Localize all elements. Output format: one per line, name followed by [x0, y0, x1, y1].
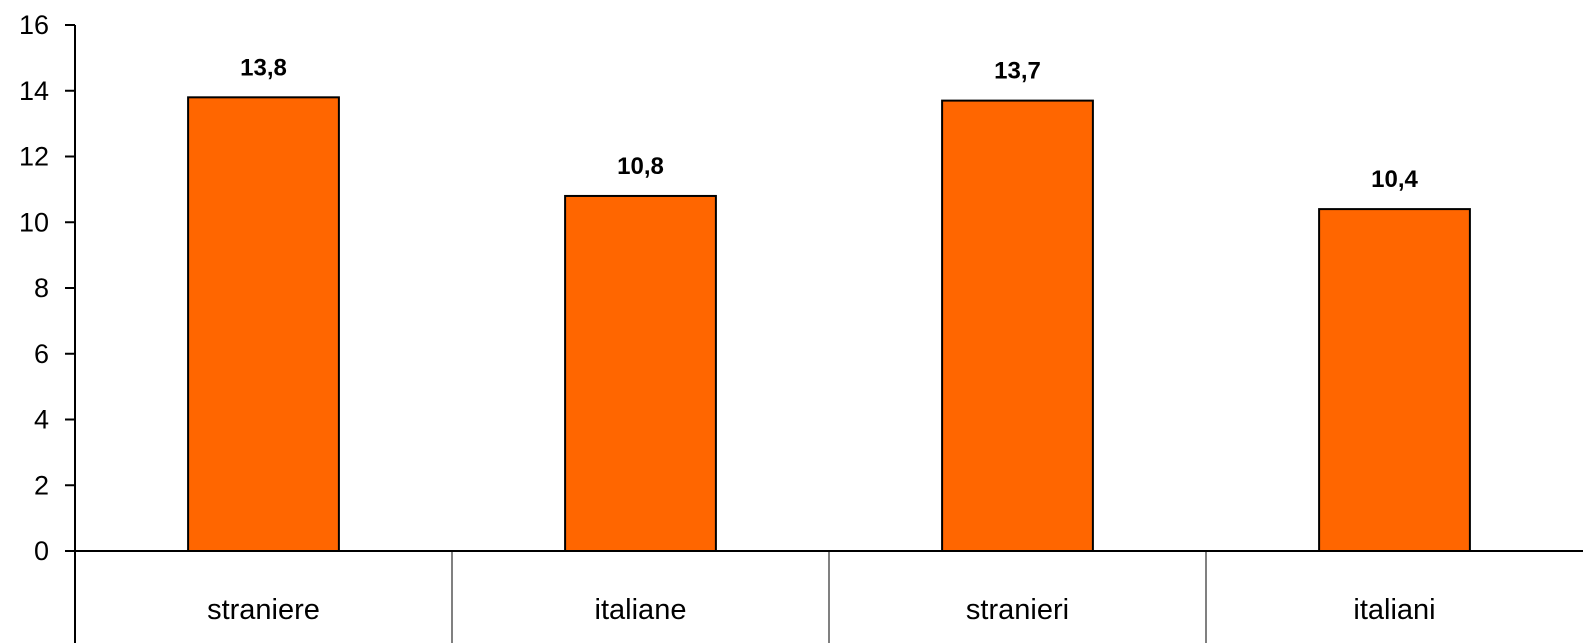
bar-italiani [1318, 208, 1471, 552]
bar-italiane [564, 194, 717, 552]
y-tick-label: 12 [19, 142, 49, 172]
category-label-italiani: italiani [1353, 594, 1435, 626]
y-tick-label: 16 [19, 10, 49, 40]
y-tick-label: 2 [34, 470, 49, 500]
y-tick-label: 10 [19, 207, 49, 237]
bar-stranieri [941, 99, 1094, 553]
bar-straniere [187, 96, 340, 552]
data-label-straniere: 13,8 [240, 54, 287, 81]
data-label-italiani: 10,4 [1371, 166, 1418, 193]
y-tick-label: 14 [19, 76, 49, 106]
category-label-straniere: straniere [207, 594, 320, 626]
data-label-italiane: 10,8 [617, 153, 664, 180]
category-label-italiane: italiane [595, 594, 687, 626]
labels: 13,8 straniere 10,8 italiane 13,7 stranieri 10… [207, 54, 1436, 626]
y-tick-label: 6 [34, 339, 49, 369]
y-tick-label: 8 [34, 273, 49, 303]
data-label-stranieri: 13,7 [994, 58, 1041, 85]
category-label-stranieri: stranieri [966, 594, 1069, 626]
bars [187, 96, 1471, 553]
y-tick-label: 0 [34, 536, 49, 566]
y-tick-label: 4 [34, 405, 49, 435]
